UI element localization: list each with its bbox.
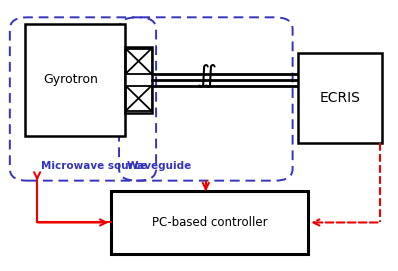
- FancyBboxPatch shape: [126, 86, 152, 111]
- Text: Gyrotron: Gyrotron: [43, 73, 98, 86]
- FancyBboxPatch shape: [111, 191, 308, 254]
- FancyBboxPatch shape: [25, 24, 125, 136]
- Text: $\iint$: $\iint$: [197, 62, 217, 90]
- FancyBboxPatch shape: [125, 47, 152, 113]
- Text: Waveguide: Waveguide: [127, 161, 192, 171]
- FancyBboxPatch shape: [298, 53, 382, 143]
- Text: Microwave source: Microwave source: [41, 161, 147, 171]
- FancyBboxPatch shape: [126, 49, 152, 74]
- Text: PC-based controller: PC-based controller: [152, 216, 267, 229]
- Text: ECRIS: ECRIS: [320, 91, 361, 105]
